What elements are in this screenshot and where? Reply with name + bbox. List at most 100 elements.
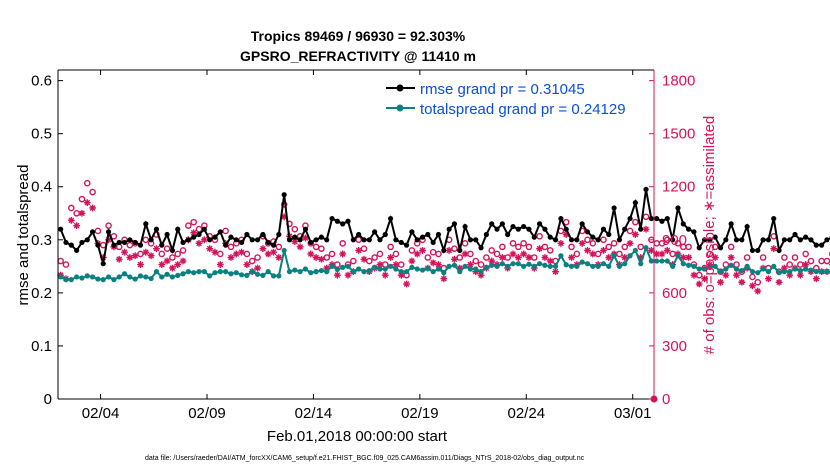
obs-possible-point <box>743 254 751 261</box>
obs-assimilated-point <box>142 248 150 256</box>
obs-assimilated-point <box>376 261 384 268</box>
y-left-tick-label: 0.4 <box>31 179 52 196</box>
obs-possible-point <box>318 245 325 252</box>
totalspread-point <box>739 267 745 274</box>
obs-assimilated-point <box>509 250 517 258</box>
rmse-point <box>297 237 303 243</box>
obs-possible-point <box>190 218 197 226</box>
obs-possible-point <box>477 261 485 268</box>
rmse-point <box>372 229 378 235</box>
legend-rmse-label: rmse grand pr = 0.31045 <box>420 81 585 98</box>
rmse-point <box>723 237 729 243</box>
series-lines <box>58 186 830 283</box>
totalspread-point <box>63 277 69 283</box>
obs-assimilated-point <box>727 254 735 261</box>
obs-assimilated-point <box>413 250 421 258</box>
obs-assimilated-point <box>541 254 549 261</box>
y-left-tick-label: 0.1 <box>31 338 52 355</box>
totalspread-point <box>648 258 654 264</box>
obs-assimilated-point <box>679 254 687 261</box>
obs-possible-point <box>163 245 171 252</box>
rmse-point <box>781 237 787 243</box>
obs-possible-point <box>371 254 378 261</box>
y-left-tick-label: 0.3 <box>31 232 52 249</box>
totalspread-point <box>632 247 638 254</box>
obs-possible-point <box>350 257 357 265</box>
rmse-point <box>808 237 814 243</box>
obs-assimilated-point <box>200 236 208 244</box>
totalspread-point <box>531 263 537 269</box>
obs-assimilated-point <box>307 250 315 258</box>
totalspread-point <box>568 263 575 269</box>
rmse-point <box>329 215 335 222</box>
obs-assimilated-point <box>467 261 474 268</box>
obs-assimilated-point <box>429 259 437 267</box>
totalspread-point <box>552 263 559 269</box>
obs-possible-point <box>632 218 639 226</box>
obs-assimilated-point <box>695 280 703 288</box>
obs-possible-point <box>807 257 815 265</box>
rmse-point <box>393 237 399 243</box>
obs-assimilated-point <box>637 254 645 261</box>
obs-possible-point <box>408 247 416 254</box>
obs-possible-point <box>493 250 501 258</box>
totalspread-point <box>611 253 617 259</box>
totalspread-point <box>132 276 138 282</box>
obs-possible-point <box>759 254 767 261</box>
obs-possible-point <box>142 236 150 244</box>
rmse-point <box>223 242 229 248</box>
totalspread-point <box>574 263 580 269</box>
obs-possible-point <box>525 243 533 251</box>
totalspread-point <box>457 269 463 275</box>
obs-possible-point <box>483 254 490 261</box>
obs-assimilated-point <box>733 271 740 279</box>
rmse-point <box>632 200 638 206</box>
totalspread-point <box>489 262 495 268</box>
rmse-point <box>765 237 772 243</box>
obs-assimilated-point <box>137 261 144 268</box>
rmse-point <box>627 215 633 222</box>
rmse-point <box>137 242 144 248</box>
obs-possible-point <box>78 195 86 203</box>
obs-possible-point <box>179 247 187 254</box>
obs-assimilated-point <box>174 261 182 268</box>
totalspread-point <box>467 266 474 272</box>
totalspread-point <box>441 270 447 276</box>
legend-spread-marker <box>396 104 404 112</box>
rmse-point <box>345 218 351 224</box>
totalspread-point <box>393 266 399 272</box>
rmse-point <box>728 221 734 227</box>
rmse-point <box>733 237 740 243</box>
obs-assimilated-point <box>802 261 810 268</box>
totalspread-point <box>808 267 814 273</box>
obs-assimilated-point <box>706 261 714 268</box>
obs-assimilated-point <box>621 254 629 261</box>
obs-assimilated-point <box>690 271 698 279</box>
obs-assimilated-point <box>440 275 448 283</box>
totalspread-point <box>84 273 90 279</box>
obs-possible-point <box>291 225 299 233</box>
obs-assimilated-point <box>685 254 692 261</box>
totalspread-point <box>74 274 80 280</box>
totalspread-point <box>223 269 229 275</box>
y-axis-label-right: # of obs: o=possible; ∗=assimilated <box>701 116 718 355</box>
rmse-point <box>446 226 452 232</box>
rmse-point <box>579 221 585 227</box>
rmse-point <box>403 242 410 248</box>
obs-assimilated-point <box>749 282 756 290</box>
rmse-point <box>292 234 298 240</box>
totalspread-point <box>696 266 702 272</box>
totalspread-point <box>89 274 96 280</box>
totalspread-point <box>717 269 724 275</box>
obs-assimilated-point <box>67 216 75 224</box>
obs-possible-point <box>68 204 75 212</box>
obs-assimilated-point <box>546 257 554 265</box>
totalspread-point <box>116 274 122 280</box>
rmse-point <box>558 215 564 222</box>
totalspread-point <box>536 261 543 267</box>
rmse-point <box>515 226 521 232</box>
obs-assimilated-point <box>408 257 416 265</box>
obs-assimilated-point <box>477 271 485 279</box>
totalspread-point <box>494 263 500 269</box>
rmse-point <box>622 226 628 232</box>
